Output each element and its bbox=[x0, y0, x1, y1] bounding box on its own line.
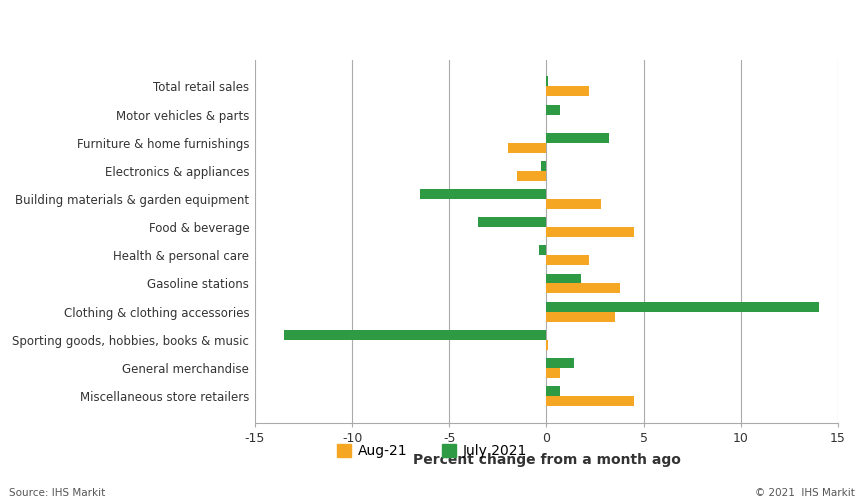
Text: Changes in sales by retailer type: Changes in sales by retailer type bbox=[9, 20, 317, 38]
Legend: Aug-21, July 2021: Aug-21, July 2021 bbox=[337, 444, 527, 458]
Bar bbox=[420, 189, 546, 199]
Bar bbox=[541, 161, 546, 171]
Bar bbox=[546, 396, 634, 406]
Bar bbox=[518, 171, 546, 180]
Bar bbox=[546, 227, 634, 237]
Bar bbox=[284, 330, 546, 340]
Bar bbox=[546, 104, 560, 115]
Text: Source: IHS Markit: Source: IHS Markit bbox=[9, 488, 105, 498]
Bar bbox=[546, 368, 560, 378]
Bar bbox=[546, 274, 581, 283]
Text: © 2021  IHS Markit: © 2021 IHS Markit bbox=[755, 488, 855, 498]
Bar bbox=[546, 199, 601, 209]
Bar bbox=[546, 284, 620, 294]
Bar bbox=[539, 246, 546, 256]
Bar bbox=[546, 312, 614, 322]
Bar bbox=[508, 142, 546, 152]
Bar bbox=[546, 340, 549, 349]
Bar bbox=[546, 386, 560, 396]
Bar bbox=[546, 256, 589, 265]
Bar bbox=[546, 76, 549, 86]
Bar bbox=[479, 218, 546, 227]
Bar bbox=[546, 358, 574, 368]
Bar bbox=[546, 133, 608, 142]
X-axis label: Percent change from a month ago: Percent change from a month ago bbox=[412, 453, 681, 467]
Bar bbox=[546, 86, 589, 96]
Bar bbox=[546, 302, 818, 312]
